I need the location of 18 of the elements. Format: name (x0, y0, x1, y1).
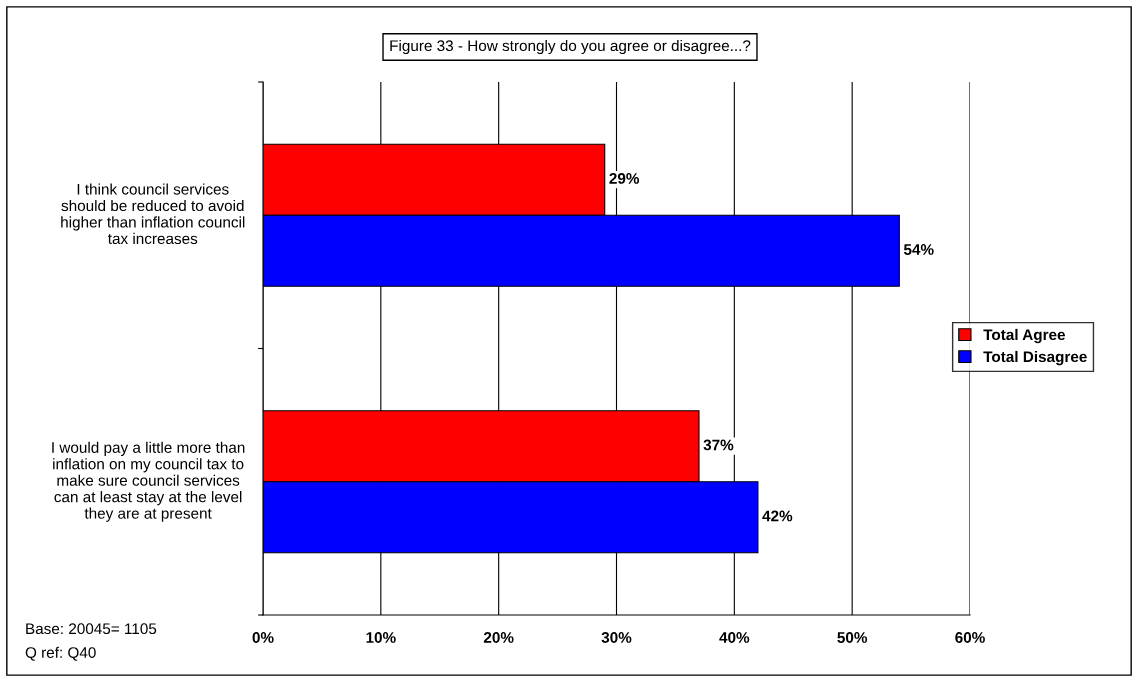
text: Base: 20045= 1105 (26, 623, 157, 635)
x-tick-label: 60% (955, 632, 985, 643)
x-tick-label: 20% (483, 632, 514, 643)
legend-label: Total Agree (983, 328, 1066, 344)
legend-label: Total Disagree (983, 350, 1087, 366)
x-tick-label: 10% (366, 632, 396, 643)
data-label: 37% (703, 439, 734, 451)
data-label: 54% (903, 244, 934, 255)
y-tick-label: I think council services should be reduced to avoid higher than inflation council tax increases (61, 183, 245, 245)
y-tick-label: I would pay a little more than inflation on my council tax to make sure council services can at least stay at the level they are at present (52, 441, 245, 522)
x-tick-label: 40% (719, 632, 750, 643)
x-tick-label: 0% (252, 632, 274, 643)
x-tick-label: 50% (837, 632, 868, 643)
data-label: 42% (762, 510, 793, 522)
text: Q ref: Q40 (25, 646, 96, 661)
x-tick-label: 30% (601, 632, 632, 643)
chart-title: Figure 33 - How strongly do you agree or disagree...? (390, 39, 751, 55)
data-label: 29% (609, 173, 640, 184)
